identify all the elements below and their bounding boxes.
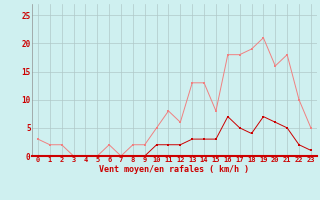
X-axis label: Vent moyen/en rafales ( km/h ): Vent moyen/en rafales ( km/h ) xyxy=(100,165,249,174)
